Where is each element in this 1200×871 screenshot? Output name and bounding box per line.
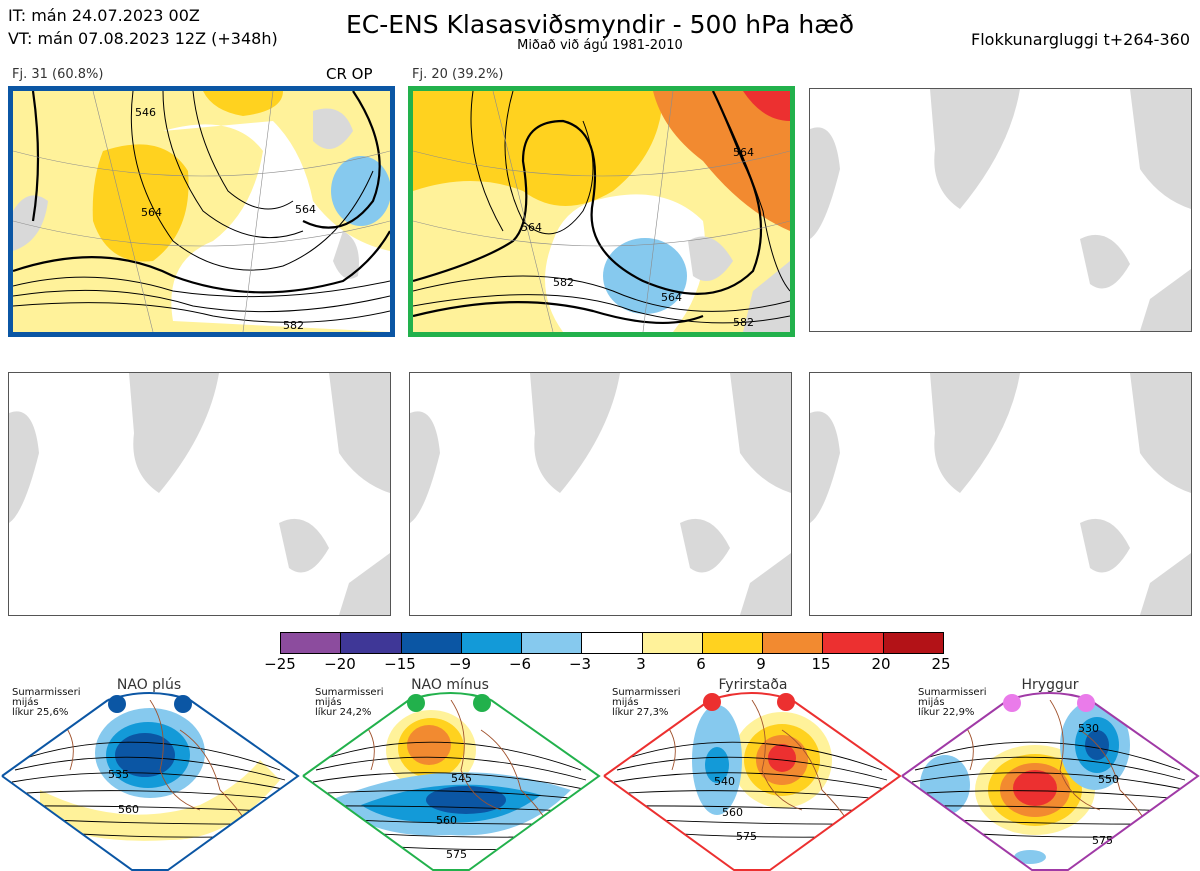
cluster-2-map[interactable]: 564 564 582 564 582	[408, 86, 795, 337]
svg-text:560: 560	[118, 803, 139, 816]
regime-4-note: Sumarmisseri mijás líkur 22,9%	[918, 688, 998, 718]
svg-text:564: 564	[733, 146, 754, 159]
svg-text:582: 582	[553, 276, 574, 289]
svg-text:575: 575	[1092, 834, 1113, 847]
svg-text:582: 582	[733, 316, 754, 329]
regime-3-map: 540 560 575	[603, 692, 902, 871]
svg-text:582: 582	[283, 319, 304, 332]
regime-2-title: NAO mínus	[411, 677, 489, 693]
regime-1-note: Sumarmisseri mijás líkur 25,6%	[12, 688, 92, 718]
run-info: IT: mán 24.07.2023 00Z VT: mán 07.08.202…	[8, 4, 278, 50]
regime-3-mid: mijás	[612, 697, 639, 708]
regime-4-mid: mijás	[918, 697, 945, 708]
svg-text:546: 546	[135, 106, 156, 119]
regime-2-season: Sumarmisseri	[315, 687, 384, 698]
regime-4-title: Hryggur	[1021, 677, 1079, 693]
regime-1-season: Sumarmisseri	[12, 687, 81, 698]
page-title: EC-ENS Klasasviðsmyndir - 500 hPa hæð	[345, 10, 855, 39]
svg-text:535: 535	[108, 768, 129, 781]
colorbar-swatch	[763, 633, 824, 653]
regime-4-prob: líkur 22,9%	[918, 707, 975, 718]
colorbar-tick: 6	[696, 655, 706, 673]
colorbar-tick: −9	[448, 655, 472, 673]
svg-text:540: 540	[714, 775, 735, 788]
colorbar-tick: 25	[931, 655, 951, 673]
regime-2-prob: líkur 24,2%	[315, 707, 372, 718]
cluster-5-map-empty	[409, 372, 792, 616]
cluster-1-label: Fj. 31 (60.8%)	[12, 67, 104, 82]
regime-3-note: Sumarmisseri mijás líkur 27,3%	[612, 688, 692, 718]
classification-window: Flokkunargluggi t+264-360	[971, 30, 1190, 49]
svg-text:530: 530	[1078, 722, 1099, 735]
colorbar	[280, 632, 944, 654]
colorbar-swatch	[702, 633, 764, 653]
regime-3-season: Sumarmisseri	[612, 687, 681, 698]
colorbar-swatch	[582, 633, 643, 653]
colorbar-tick: −15	[384, 655, 416, 673]
cluster-6-map-empty	[809, 372, 1192, 616]
cluster-1-map[interactable]: 546 564 564 582	[8, 86, 395, 337]
svg-text:560: 560	[722, 806, 743, 819]
colorbar-swatch	[522, 633, 583, 653]
cluster-2-label: Fj. 20 (39.2%)	[412, 67, 504, 82]
regime-4-season: Sumarmisseri	[918, 687, 987, 698]
cluster-3-map-empty	[809, 88, 1192, 332]
colorbar-swatch	[461, 633, 523, 653]
regime-2-mid: mijás	[315, 697, 342, 708]
regime-2-note: Sumarmisseri mijás líkur 24,2%	[315, 688, 395, 718]
colorbar-tick: −3	[568, 655, 592, 673]
colorbar-tick: −20	[324, 655, 356, 673]
colorbar-tick: −25	[264, 655, 296, 673]
regime-1-map: 535 560	[1, 692, 300, 871]
svg-text:575: 575	[446, 848, 467, 861]
regime-3-title: Fyrirstaða	[718, 677, 788, 693]
colorbar-tick: 9	[756, 655, 766, 673]
cluster-1-tag: CR OP	[326, 65, 373, 83]
svg-text:575: 575	[736, 830, 757, 843]
colorbar-swatch	[642, 633, 703, 653]
cluster-4-map-empty	[8, 372, 391, 616]
svg-text:560: 560	[436, 814, 457, 827]
colorbar-swatch	[281, 633, 342, 653]
svg-text:545: 545	[451, 772, 472, 785]
valid-time: VT: mán 07.08.2023 12Z (+348h)	[8, 29, 278, 48]
colorbar-tick: 15	[811, 655, 831, 673]
svg-text:564: 564	[141, 206, 162, 219]
colorbar-swatch	[883, 633, 943, 653]
init-time: IT: mán 24.07.2023 00Z	[8, 6, 200, 25]
regime-1-mid: mijás	[12, 697, 39, 708]
colorbar-swatch	[401, 633, 462, 653]
colorbar-swatch	[341, 633, 402, 653]
svg-text:564: 564	[521, 221, 542, 234]
svg-text:550: 550	[1098, 773, 1119, 786]
regime-4-map: 530 550 575	[901, 692, 1200, 871]
colorbar-tick: 20	[871, 655, 891, 673]
svg-text:564: 564	[295, 203, 316, 216]
colorbar-tick: 3	[636, 655, 646, 673]
regime-1-title: NAO plús	[116, 677, 182, 693]
regime-1-prob: líkur 25,6%	[12, 707, 69, 718]
svg-text:564: 564	[661, 291, 682, 304]
colorbar-tick: −6	[508, 655, 532, 673]
colorbar-swatch	[823, 633, 884, 653]
page-subtitle: Miðað við ágú 1981-2010	[517, 38, 683, 53]
regime-2-map: 545 560 575	[302, 692, 601, 871]
regime-3-prob: líkur 27,3%	[612, 707, 669, 718]
